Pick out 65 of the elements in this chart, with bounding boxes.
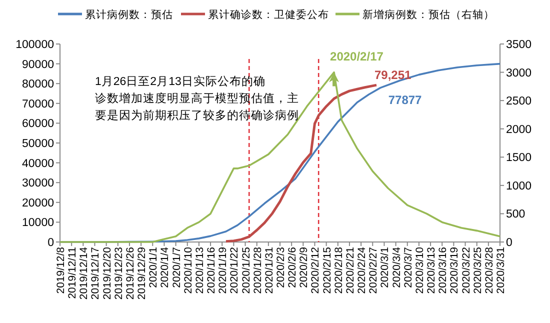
y2-tick-label: 2000 xyxy=(506,124,532,136)
y2-tick-label: 0 xyxy=(506,237,512,249)
y-tick-label: 50000 xyxy=(22,138,54,150)
x-tick-label: 2019/12/23 xyxy=(112,246,125,300)
x-tick-label: 2020/1/13 xyxy=(194,246,206,294)
x-tick-label: 2020/3/1 xyxy=(379,246,392,288)
y-tick-label: 40000 xyxy=(22,158,54,170)
x-tick-label: 2020/2/27 xyxy=(368,246,380,294)
x-tick-label: 2020/2/18 xyxy=(332,246,345,294)
legend-label: 累计确诊数：卫健委公布 xyxy=(208,8,329,21)
x-tick-label: 2020/3/25 xyxy=(472,246,484,294)
x-tick-label: 2019/12/8 xyxy=(55,246,67,294)
x-tick-label: 2020/3/19 xyxy=(448,246,461,294)
x-tick-label: 2020/3/28 xyxy=(483,246,496,294)
annotation: 77877 xyxy=(388,92,422,107)
annotation: 1月26日至2月13日实际公布的确诊数增加速度明显高于模型预估值，主要是因为前期积压了较多的待确诊病例 xyxy=(95,74,299,122)
y-tick-label: 10000 xyxy=(22,217,54,230)
x-tick-label: 2020/3/16 xyxy=(437,246,450,294)
y-tick-label: 80000 xyxy=(22,78,54,91)
x-tick-label: 2020/2/21 xyxy=(344,246,356,294)
x-tick-label: 2020/1/22 xyxy=(228,246,241,294)
x-tick-label: 2020/1/1 xyxy=(148,246,160,288)
x-tick-label: 2019/12/26 xyxy=(124,246,136,300)
y2-tick-label: 3500 xyxy=(506,39,532,51)
y-tick-label: 60000 xyxy=(22,118,54,130)
y-tick-label: 70000 xyxy=(22,98,54,110)
x-tick-label: 2020/1/28 xyxy=(252,246,264,294)
y2-tick-label: 1500 xyxy=(506,152,532,164)
y-tick-label: 0 xyxy=(48,237,54,249)
x-tick-label: 2019/12/17 xyxy=(90,246,102,300)
x-tick-label: 2020/2/12 xyxy=(310,246,322,294)
annotation: 2020/2/17 xyxy=(330,49,384,64)
y-tick-label: 20000 xyxy=(22,197,54,210)
annotation: 79,251 xyxy=(374,68,412,82)
x-tick-label: 2020/1/19 xyxy=(217,246,230,294)
x-tick-label: 2019/12/11 xyxy=(66,246,79,299)
x-tick-label: 2020/2/24 xyxy=(356,246,368,294)
x-tick-label: 2020/2/9 xyxy=(298,246,310,288)
y2-tick-label: 3000 xyxy=(506,67,532,80)
x-tick-label: 2020/1/16 xyxy=(206,246,218,294)
x-tick-label: 2020/3/7 xyxy=(402,246,414,288)
x-tick-label: 2020/3/10 xyxy=(414,246,426,294)
y-tick-label: 90000 xyxy=(22,58,54,71)
x-tick-label: 2020/3/22 xyxy=(460,246,472,294)
x-tick-label: 2020/1/10 xyxy=(182,246,194,294)
x-tick-label: 2020/3/31 xyxy=(495,246,507,294)
x-tick-label: 2019/12/14 xyxy=(78,246,90,300)
x-tick-label: 2020/1/4 xyxy=(159,246,172,288)
x-tick-label: 2019/12/20 xyxy=(101,246,114,300)
x-tick-label: 2020/1/25 xyxy=(240,246,252,294)
x-tick-label: 2020/2/6 xyxy=(286,246,299,288)
y-tick-label: 100000 xyxy=(16,39,54,51)
y2-tick-label: 2500 xyxy=(506,96,532,108)
legend-label: 新增病例数：预估（右轴） xyxy=(362,8,494,21)
legend-label: 累计病例数：预估 xyxy=(85,8,173,21)
x-tick-label: 2019/12/29 xyxy=(136,246,148,300)
x-tick-label: 2020/3/4 xyxy=(390,246,403,288)
x-tick-label: 2020/2/15 xyxy=(321,246,334,294)
x-tick-label: 2020/2/3 xyxy=(275,246,287,288)
y-tick-label: 30000 xyxy=(22,178,54,190)
y2-tick-label: 1000 xyxy=(506,180,532,192)
y2-tick-label: 500 xyxy=(506,208,526,221)
x-tick-label: 2020/3/13 xyxy=(426,246,438,294)
x-tick-label: 2020/1/7 xyxy=(170,246,183,288)
x-tick-label: 2020/1/31 xyxy=(263,246,276,294)
